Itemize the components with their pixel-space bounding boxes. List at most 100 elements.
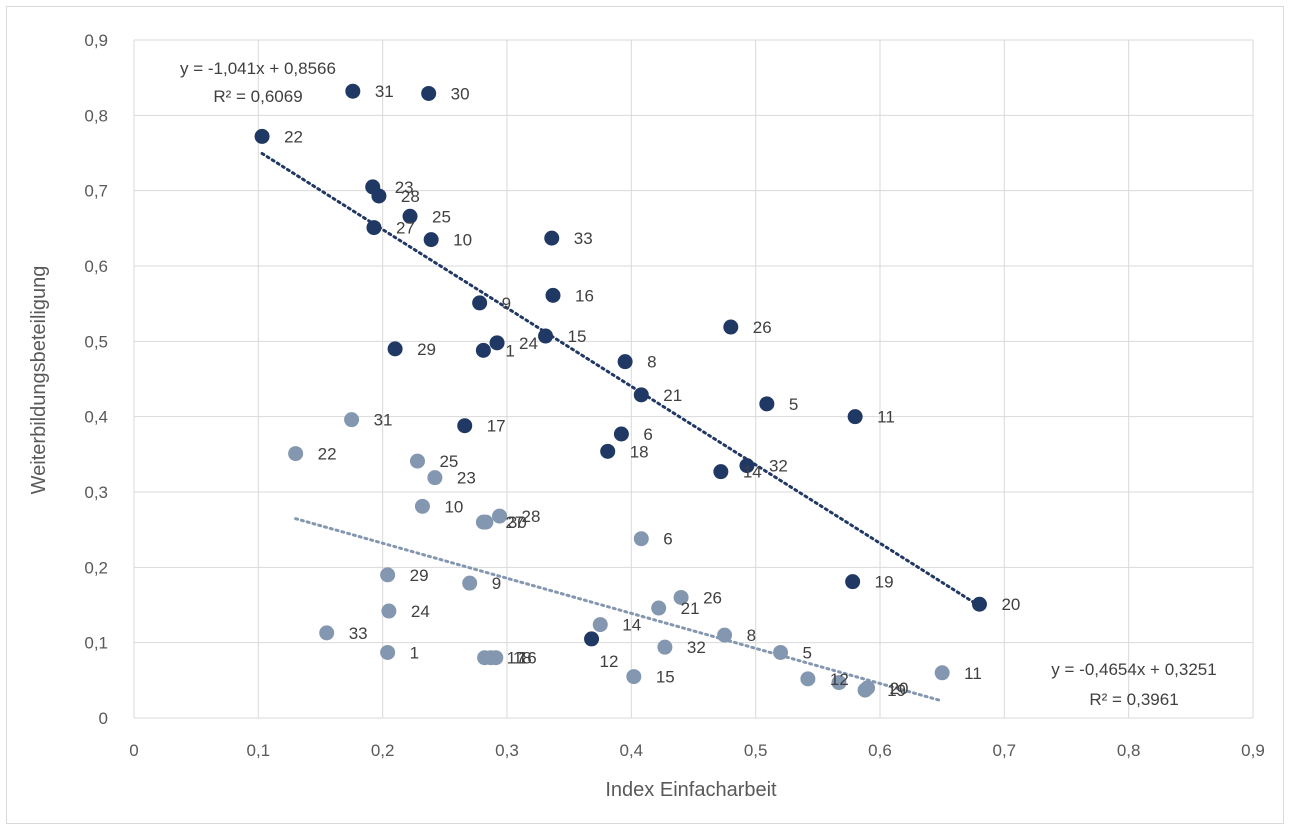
dark-data-point: [739, 458, 755, 474]
dark-data-point: [759, 396, 775, 412]
data-point-label: 24: [519, 334, 538, 353]
data-point-label: 25: [432, 207, 451, 226]
y-tick-label: 0,1: [84, 634, 108, 653]
dark-trendline: [260, 151, 981, 608]
x-tick-label: 0,1: [247, 741, 271, 760]
light-data-point: [381, 603, 397, 619]
data-point-label: 11: [964, 664, 982, 683]
light-data-point: [860, 680, 876, 696]
data-point-label: 18: [630, 442, 649, 461]
data-point-label: 32: [687, 638, 706, 657]
data-point-label: 23: [457, 469, 476, 488]
data-point-label: 6: [643, 425, 652, 444]
light-data-point: [831, 675, 847, 691]
light-data-point: [427, 470, 443, 486]
data-point-label: 10: [444, 497, 463, 516]
dark-data-point: [538, 328, 554, 344]
light-trendline-equation: y = -0,4654x + 0,3251: [1051, 660, 1216, 679]
data-point-label: 22: [318, 445, 337, 464]
dark-data-point: [421, 85, 437, 101]
y-tick-label: 0,5: [84, 332, 108, 351]
data-point-label: 27: [396, 219, 415, 238]
x-tick-label: 0,3: [495, 741, 519, 760]
x-tick-label: 0,7: [993, 741, 1017, 760]
data-point-label: 16: [575, 286, 594, 305]
x-tick-label: 0,6: [868, 741, 892, 760]
x-tick-label: 0: [129, 741, 138, 760]
dark-data-point: [723, 319, 739, 335]
x-tick-label: 0,5: [744, 741, 768, 760]
data-point-label: 1: [505, 341, 514, 360]
data-point-label: 23: [395, 178, 414, 197]
data-point-label: 6: [663, 530, 672, 549]
dark-trendline-r-squared: R² = 0,6069: [213, 87, 302, 106]
dark-data-point: [713, 464, 729, 480]
data-point-label: 10: [453, 231, 472, 250]
light-data-point: [380, 644, 396, 660]
data-point-label: 18: [513, 649, 532, 668]
light-data-point: [483, 650, 499, 666]
data-point-label: 20: [890, 679, 909, 698]
y-tick-label: 0: [99, 709, 108, 728]
data-point-label: 32: [769, 457, 788, 476]
data-point-label: 19: [875, 573, 894, 592]
y-tick-label: 0,4: [84, 408, 108, 427]
data-point-label: 16: [518, 649, 537, 668]
data-point-label: 33: [349, 624, 368, 643]
data-point-label: 19: [887, 681, 906, 700]
data-point-label: 31: [375, 82, 394, 101]
data-point-label: 29: [417, 340, 436, 359]
data-point-label: 29: [410, 566, 429, 585]
x-axis-title: Index Einfacharbeit: [605, 779, 777, 801]
y-tick-label: 0,8: [84, 106, 108, 125]
data-point-label: 5: [803, 643, 812, 662]
light-data-point: [633, 531, 649, 547]
light-data-point: [288, 446, 304, 462]
light-data-point: [462, 575, 478, 591]
dark-data-point: [457, 418, 473, 434]
light-data-point: [934, 665, 950, 681]
x-tick-label: 0,4: [620, 741, 644, 760]
light-trendline-r-squared: R² = 0,3961: [1089, 690, 1178, 709]
data-point-label: 17: [487, 417, 506, 436]
dark-data-point: [600, 443, 616, 459]
dark-data-point: [544, 230, 560, 246]
light-data-point: [380, 567, 396, 583]
light-data-point: [319, 625, 335, 641]
dark-data-point: [345, 83, 361, 99]
light-trendline: [294, 517, 944, 703]
y-tick-label: 0,9: [84, 31, 108, 50]
data-point-label: 11: [877, 408, 895, 427]
data-point-label: 14: [622, 616, 641, 635]
tick-labels: 0 0,1 0,2 0,3 0,4 0,5 0,6 0,7 0,8 0,9 0 0,1 0,2 0,3 0,…: [84, 31, 1264, 760]
y-tick-label: 0,6: [84, 257, 108, 276]
data-point-label: 9: [492, 574, 501, 593]
data-points: [254, 83, 987, 698]
dark-data-point: [617, 354, 633, 370]
data-point-label: 28: [401, 187, 420, 206]
data-point-label: 8: [747, 626, 756, 645]
light-data-point: [478, 514, 494, 530]
data-point-label: 12: [600, 652, 619, 671]
y-axis-title: Weiterbildungsbeteiligung: [28, 266, 50, 495]
data-point-label: 21: [681, 599, 700, 618]
data-point-label: 30: [508, 513, 527, 532]
data-point-label: 14: [743, 463, 762, 482]
data-point-label: 24: [411, 602, 430, 621]
dark-data-point: [845, 574, 861, 590]
dark-trendline-equation: y = -1,041x + 0,8566: [180, 59, 336, 78]
x-tick-label: 0,9: [1241, 741, 1265, 760]
dark-data-point: [847, 409, 863, 425]
data-point-label: 12: [830, 670, 849, 689]
dark-data-point: [371, 188, 387, 204]
dark-data-point: [472, 295, 488, 311]
light-data-point: [673, 589, 689, 605]
y-tick-label: 0,7: [84, 182, 108, 201]
data-point-label: 25: [439, 452, 458, 471]
dark-data-point: [475, 342, 491, 358]
dark-data-point: [423, 232, 439, 248]
data-point-label: 28: [522, 507, 541, 526]
light-data-point: [800, 671, 816, 687]
